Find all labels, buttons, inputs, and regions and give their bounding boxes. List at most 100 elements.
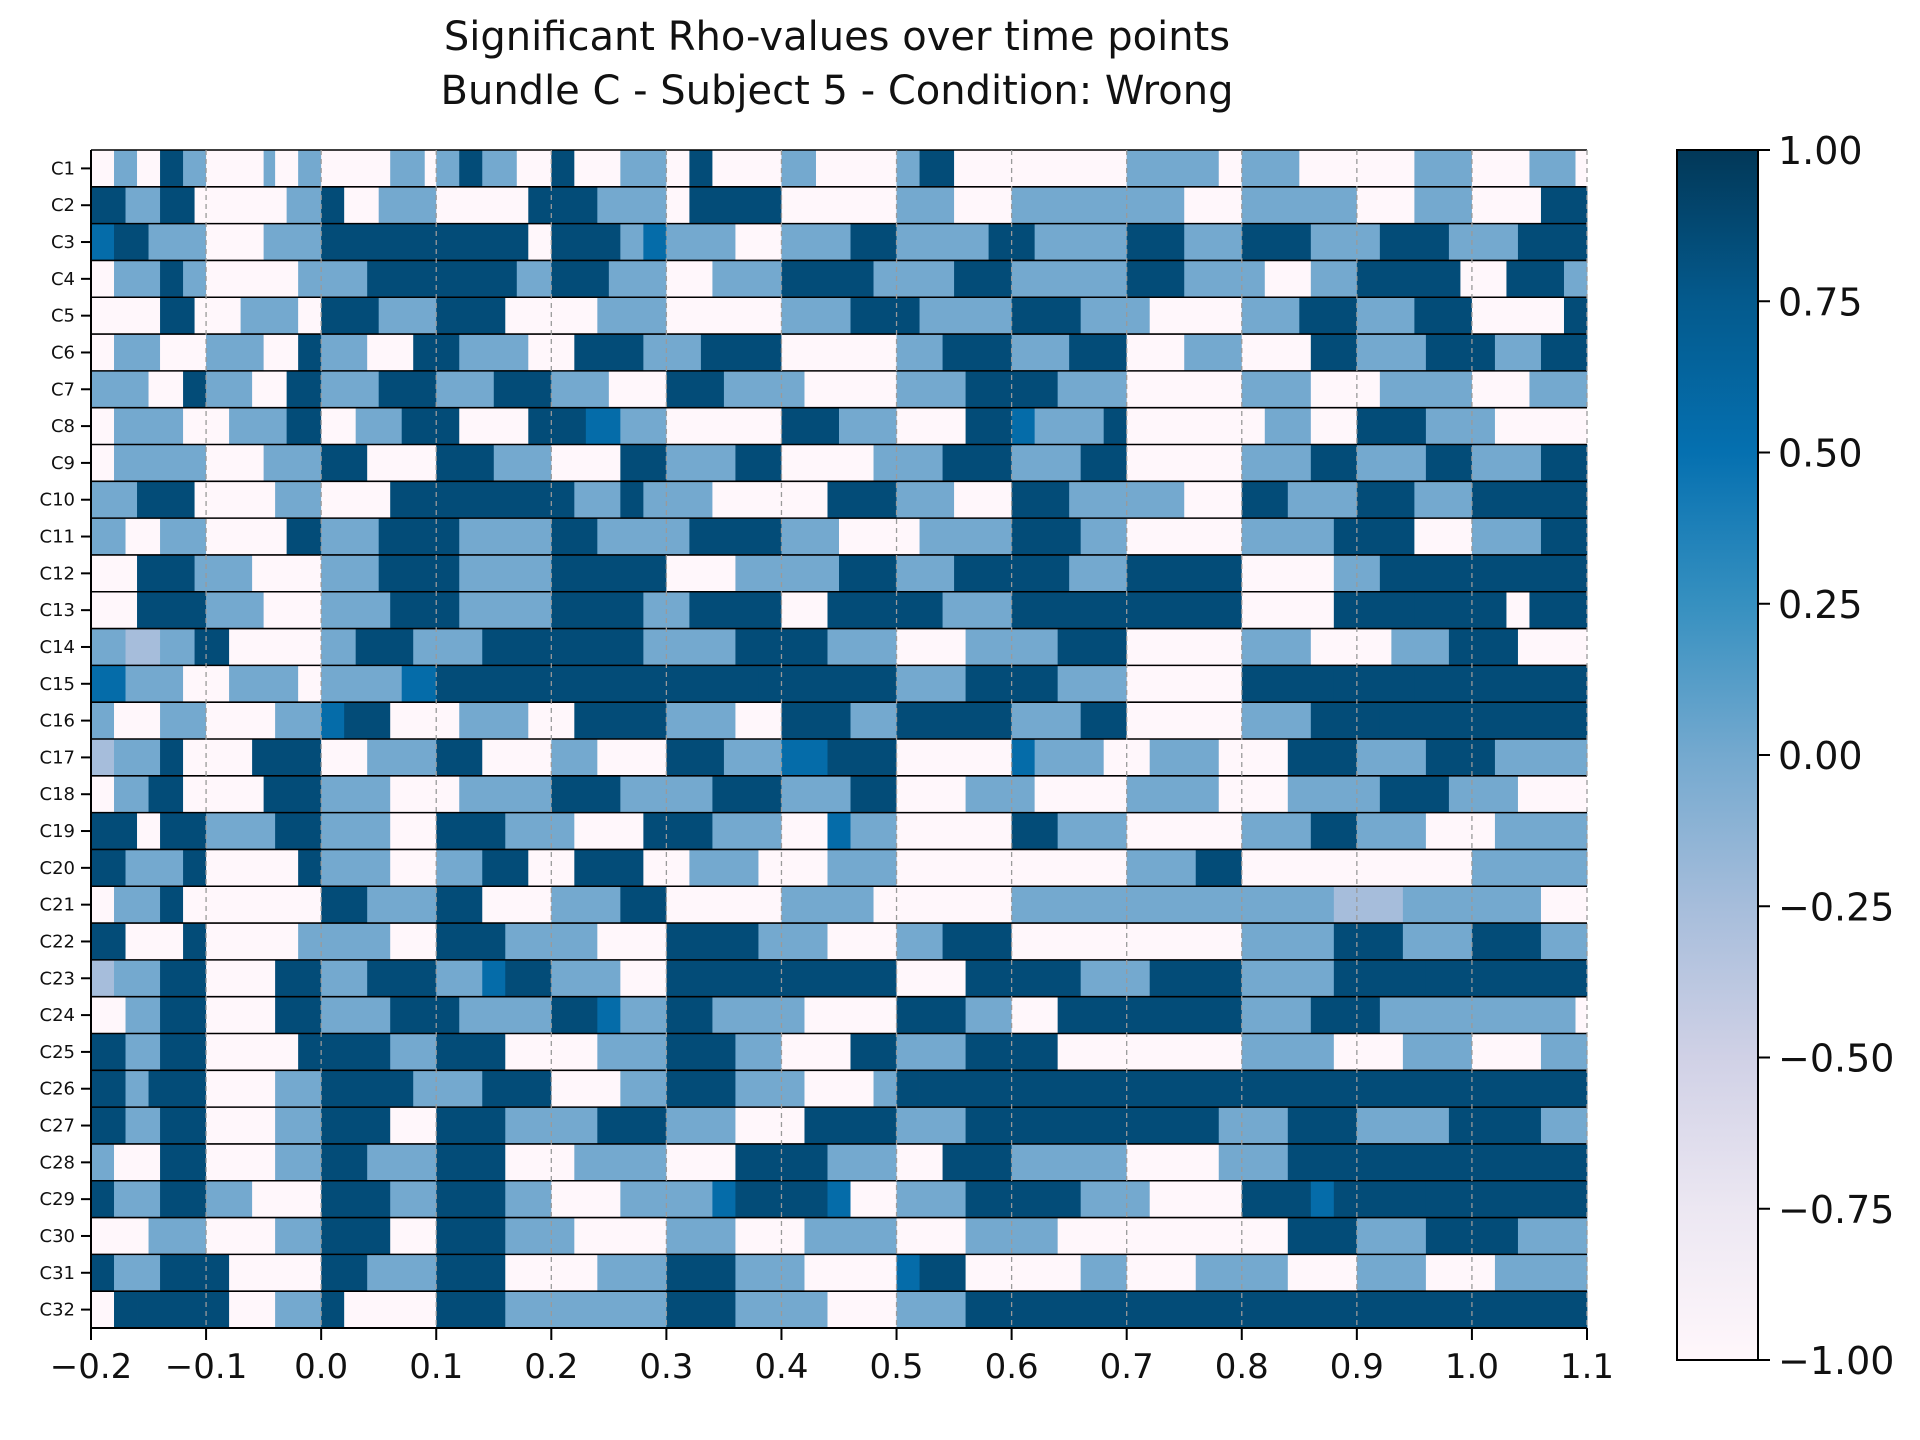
heatmap-cell xyxy=(482,886,552,924)
heatmap-cell xyxy=(896,481,955,519)
y-tick-label: C32 xyxy=(40,1300,75,1321)
heatmap-cell xyxy=(620,481,644,519)
heatmap-cell xyxy=(91,260,115,298)
heatmap-cell xyxy=(758,849,828,887)
heatmap-cell xyxy=(1333,923,1404,960)
heatmap-cell xyxy=(263,334,299,371)
heatmap-cell xyxy=(1402,1033,1473,1071)
y-tick-label: C31 xyxy=(40,1263,75,1284)
heatmap-cell xyxy=(574,702,667,739)
heatmap-cell xyxy=(1241,849,1381,887)
heatmap-cell xyxy=(505,959,552,997)
heatmap-cell xyxy=(1414,186,1473,224)
heatmap-cell xyxy=(321,849,391,887)
heatmap-cell xyxy=(585,407,621,445)
heatmap-cell xyxy=(551,370,610,408)
heatmap-cell xyxy=(781,334,897,371)
heatmap-cell xyxy=(321,591,391,629)
heatmap-cell xyxy=(666,702,736,739)
heatmap-cell xyxy=(1471,150,1530,187)
heatmap-cell xyxy=(1471,702,1588,739)
heatmap-cell xyxy=(1149,1180,1243,1218)
heatmap-cell xyxy=(896,1033,966,1071)
heatmap-cell xyxy=(252,739,322,776)
heatmap-cell xyxy=(1414,297,1473,335)
heatmap-cell xyxy=(1425,444,1473,482)
heatmap-cell xyxy=(735,1070,805,1108)
heatmap-cell xyxy=(367,886,437,924)
heatmap-cell xyxy=(712,775,782,813)
heatmap-cell xyxy=(850,223,897,261)
heatmap-cell xyxy=(183,775,265,813)
heatmap-cell xyxy=(344,702,391,739)
heatmap-cell xyxy=(827,1291,897,1328)
heatmap-cell xyxy=(1310,223,1381,261)
heatmap-cell xyxy=(723,739,782,776)
heatmap-cell xyxy=(482,628,552,666)
heatmap-cell xyxy=(1471,444,1542,482)
heatmap-cell xyxy=(666,996,713,1034)
heatmap-cell xyxy=(666,1291,736,1328)
heatmap-cell xyxy=(1494,334,1542,371)
heatmap-cell xyxy=(1379,370,1473,408)
heatmap-cell xyxy=(1241,665,1335,703)
heatmap-cell xyxy=(896,628,966,666)
heatmap-cell xyxy=(1506,260,1565,298)
heatmap-cell xyxy=(1080,297,1151,335)
heatmap-cell xyxy=(91,1291,115,1328)
heatmap-cell xyxy=(321,1180,391,1218)
y-tick-label: C21 xyxy=(40,895,75,916)
heatmap-cell xyxy=(919,518,1013,555)
heatmap-cell xyxy=(597,518,690,555)
heatmap-cell xyxy=(91,996,126,1034)
heatmap-cell xyxy=(1287,1254,1358,1292)
heatmap-cell xyxy=(505,1143,575,1181)
heatmap-cell xyxy=(321,886,368,924)
heatmap-cell xyxy=(160,996,207,1034)
heatmap-cell xyxy=(1103,186,1185,224)
x-tick-label: 1.0 xyxy=(1445,1347,1499,1387)
heatmap-cell xyxy=(91,1107,126,1144)
heatmap-cell xyxy=(321,554,380,592)
heatmap-cell xyxy=(1126,812,1243,850)
heatmap-cell xyxy=(1218,739,1289,776)
heatmap-cell xyxy=(505,1217,575,1255)
y-tick-label: C17 xyxy=(40,747,75,768)
heatmap-cell xyxy=(1241,996,1312,1034)
heatmap-cell xyxy=(125,518,161,555)
heatmap-cell xyxy=(1517,775,1588,813)
heatmap-cell xyxy=(1241,186,1358,224)
heatmap-cell xyxy=(712,260,782,298)
heatmap-cell xyxy=(298,1033,322,1071)
heatmap-cell xyxy=(1310,444,1358,482)
heatmap-cell xyxy=(896,1180,966,1218)
heatmap-cell xyxy=(712,150,782,187)
heatmap-cell xyxy=(1506,591,1530,629)
heatmap-cell xyxy=(597,923,667,960)
heatmap-cell xyxy=(954,260,1013,298)
heatmap-cell xyxy=(263,444,322,482)
heatmap-cell xyxy=(137,481,195,519)
heatmap-cell xyxy=(1011,518,1082,555)
heatmap-cell xyxy=(1494,739,1588,776)
heatmap-cell xyxy=(459,407,529,445)
heatmap-cell xyxy=(436,370,495,408)
heatmap-cell xyxy=(1356,1107,1450,1144)
heatmap-cell xyxy=(91,1217,149,1255)
heatmap-cell xyxy=(482,1070,552,1108)
heatmap-cell xyxy=(459,150,483,187)
heatmap-cell xyxy=(263,223,322,261)
heatmap-cell xyxy=(896,1291,966,1328)
heatmap-cell xyxy=(505,1291,552,1328)
heatmap-cell xyxy=(666,186,690,224)
heatmap-cell xyxy=(781,886,874,924)
heatmap-cell xyxy=(942,334,1013,371)
heatmap-cell xyxy=(1057,628,1128,666)
heatmap-cell xyxy=(91,518,126,555)
heatmap-cell xyxy=(1356,407,1427,445)
heatmap-cell xyxy=(1333,1180,1427,1218)
heatmap-cell xyxy=(344,150,391,187)
heatmap-cell xyxy=(896,739,1013,776)
heatmap-cell xyxy=(1195,849,1243,887)
